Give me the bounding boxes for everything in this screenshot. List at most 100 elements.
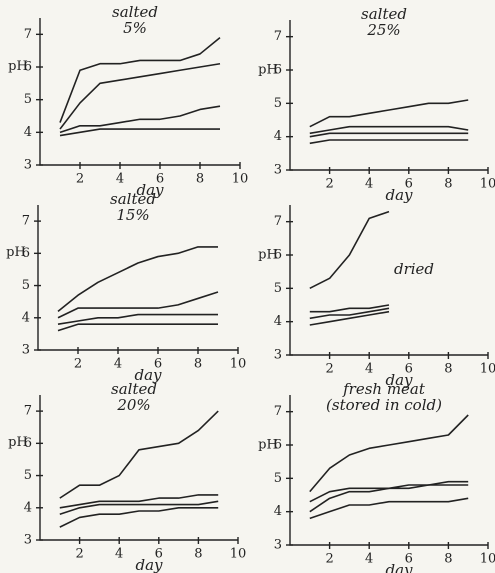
x-tick-label: 10: [230, 547, 247, 562]
x-tick-label: 6: [155, 547, 163, 562]
y-axis-label: pH: [258, 63, 278, 78]
x-tick-label: 8: [194, 547, 202, 562]
data-line: [57, 246, 218, 312]
x-axis-label: day: [385, 561, 413, 573]
x-tick-label: 6: [156, 172, 164, 187]
data-line: [309, 484, 469, 513]
y-tick-label: 7: [274, 404, 282, 419]
x-tick-label: 10: [480, 177, 495, 192]
y-tick-label: 3: [274, 348, 282, 363]
y-tick-label: 7: [274, 214, 282, 229]
axes: [289, 205, 488, 356]
y-axis-label: pH: [6, 245, 26, 260]
y-tick-label: 3: [274, 538, 282, 553]
y-tick-label: 5: [274, 281, 282, 296]
x-tick-label: 2: [75, 547, 83, 562]
y-tick-label: 7: [22, 214, 30, 229]
x-tick-label: 8: [194, 357, 202, 372]
chart-subtitle: 20%: [116, 396, 150, 414]
data-line: [309, 497, 469, 520]
data-line: [309, 210, 390, 290]
x-tick-label: 6: [154, 357, 162, 372]
y-tick-label: 5: [274, 96, 282, 111]
chart-subtitle: 15%: [116, 206, 149, 224]
x-tick-label: 10: [480, 362, 495, 377]
y-tick-label: 6: [274, 248, 282, 263]
x-tick-label: 10: [232, 172, 249, 187]
chart-title: salted: [111, 380, 157, 398]
y-tick-label: 5: [24, 92, 32, 107]
x-tick-label: 4: [114, 357, 122, 372]
data-line: [309, 99, 469, 128]
chart-subtitle: 25%: [366, 21, 400, 39]
chart-subtitle: 5%: [123, 19, 147, 37]
y-tick-label: 4: [24, 125, 32, 140]
y-tick-label: 6: [274, 438, 282, 453]
x-tick-label: 4: [365, 362, 373, 377]
data-line: [59, 62, 221, 130]
x-tick-label: 2: [325, 552, 333, 567]
x-axis-label: day: [136, 181, 164, 199]
y-tick-label: 3: [24, 533, 32, 548]
x-tick-label: 8: [444, 362, 452, 377]
axes: [289, 395, 488, 546]
y-tick-label: 6: [274, 63, 282, 78]
data-line: [309, 304, 390, 313]
data-line: [57, 313, 218, 326]
y-tick-label: 4: [274, 504, 282, 519]
data-line: [309, 310, 390, 326]
y-tick-label: 5: [24, 468, 32, 483]
x-tick-label: 10: [480, 552, 495, 567]
x-tick-label: 6: [405, 362, 413, 377]
y-axis-label: pH: [258, 438, 278, 453]
y-tick-label: 7: [24, 404, 32, 419]
chart-title: fresh meat: [342, 380, 426, 398]
x-tick-label: 6: [405, 177, 413, 192]
data-line: [59, 494, 219, 509]
y-tick-label: 6: [24, 436, 32, 451]
data-line: [309, 125, 469, 135]
y-tick-label: 6: [22, 246, 30, 261]
y-tick-label: 3: [24, 158, 32, 173]
data-line: [59, 128, 220, 137]
x-axis-label: day: [385, 371, 413, 389]
x-tick-label: 8: [444, 177, 452, 192]
x-axis-label: day: [134, 366, 162, 384]
data-line: [59, 105, 221, 134]
x-tick-label: 2: [325, 177, 333, 192]
x-tick-label: 8: [196, 172, 204, 187]
data-line: [309, 139, 469, 145]
axes: [39, 18, 240, 166]
data-line: [59, 500, 219, 515]
data-line: [309, 307, 390, 320]
chart-title: salted: [112, 3, 158, 21]
x-tick-label: 10: [230, 357, 247, 372]
x-tick-label: 8: [444, 552, 452, 567]
y-tick-label: 3: [274, 163, 282, 178]
y-tick-label: 5: [22, 278, 30, 293]
axes: [39, 395, 238, 541]
x-tick-label: 6: [405, 552, 413, 567]
axes: [289, 20, 488, 171]
y-tick-label: 5: [274, 471, 282, 486]
x-tick-label: 4: [116, 172, 124, 187]
y-tick-label: 4: [274, 314, 282, 329]
chart-title: dried: [394, 260, 434, 278]
x-tick-label: 4: [365, 552, 373, 567]
data-line: [57, 291, 219, 319]
data-line: [57, 323, 218, 332]
y-tick-label: 4: [274, 129, 282, 144]
data-line: [59, 506, 219, 528]
y-tick-label: 4: [24, 500, 32, 515]
y-tick-label: 6: [24, 60, 32, 75]
y-axis-label: pH: [258, 248, 278, 263]
x-tick-label: 2: [74, 357, 82, 372]
x-axis-label: day: [385, 186, 413, 204]
chart-subtitle: (stored in cold): [326, 396, 442, 414]
x-tick-label: 2: [76, 172, 84, 187]
y-axis-label: pH: [8, 435, 28, 450]
x-tick-label: 4: [115, 547, 123, 562]
y-tick-label: 7: [274, 29, 282, 44]
y-tick-label: 4: [22, 310, 30, 325]
